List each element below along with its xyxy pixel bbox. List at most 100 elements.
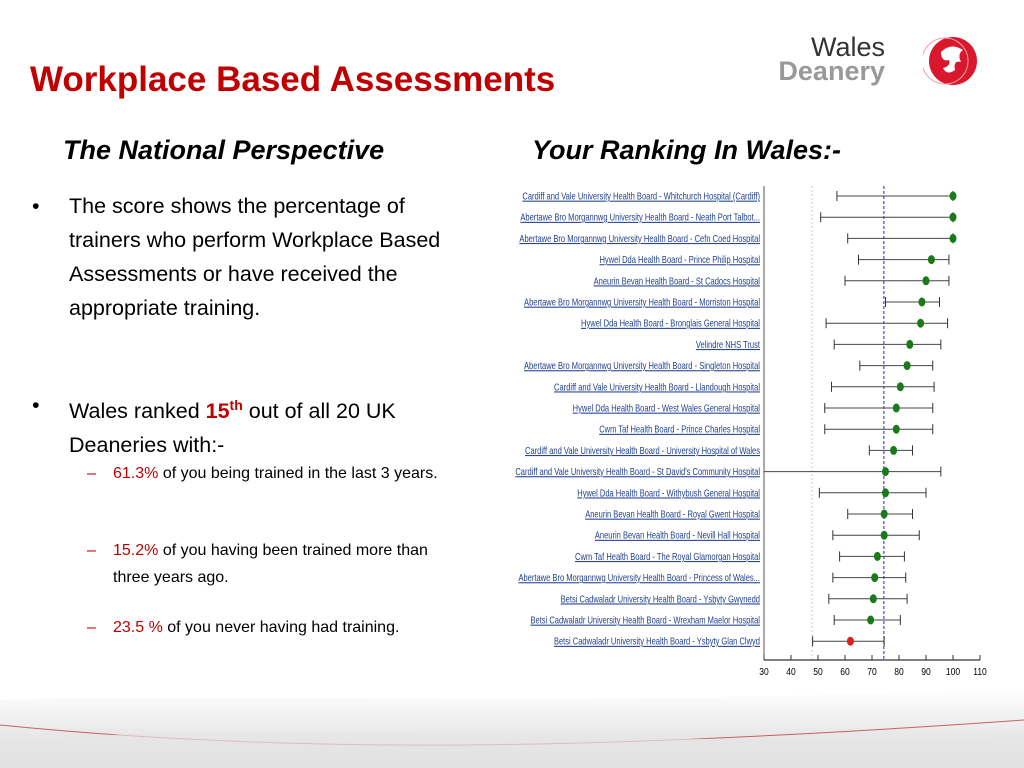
logo-text-wales: Wales	[810, 32, 885, 62]
chart-row: Velindre NHS Trust	[696, 339, 942, 350]
data-point	[892, 424, 900, 434]
hospital-link[interactable]: Betsi Cadwaladr University Health Board …	[554, 636, 760, 647]
bullet-score-description: • The score shows the percentage of trai…	[32, 189, 472, 325]
dash-icon: –	[87, 619, 96, 636]
chart-row: Cardiff and Vale University Health Board…	[554, 381, 935, 393]
hospital-link[interactable]: Cwm Taf Health Board - The Royal Glamorg…	[575, 551, 760, 562]
chart-row: Cwm Taf Health Board - Prince Charles Ho…	[599, 424, 934, 435]
hospital-link[interactable]: Hywel Dda Health Board - Prince Philip H…	[599, 254, 760, 265]
hospital-link[interactable]: Aneurin Bevan Health Board - Royal Gwent…	[585, 508, 760, 519]
sub-bullet-trained-recent: – 61.3% of you being trained in the last…	[87, 460, 467, 487]
stat-value: 23.5 %	[113, 619, 163, 636]
chart-row: Abertawe Bro Morgannwg University Health…	[524, 360, 934, 371]
ranking-heading: Your Ranking In Wales:-	[532, 135, 842, 165]
data-point	[880, 509, 888, 519]
stat-value: 61.3%	[113, 465, 159, 482]
dragon-emblem-icon	[923, 37, 977, 85]
hospital-link[interactable]: Velindre NHS Trust	[696, 339, 761, 350]
data-point	[869, 594, 877, 604]
data-point	[882, 467, 889, 477]
chart-row: Abertawe Bro Morgannwg University Health…	[520, 212, 957, 223]
chart-row: Betsi Cadwaladr University Health Board …	[554, 636, 885, 647]
data-point	[903, 361, 911, 371]
chart-row: Cardiff and Vale University Health Board…	[515, 466, 942, 477]
chart-row: Aneurin Bevan Health Board - Nevill Hall…	[595, 530, 920, 541]
hospital-link[interactable]: Cwm Taf Health Board - Prince Charles Ho…	[599, 424, 760, 435]
data-point	[892, 403, 900, 413]
chart-row: Aneurin Bevan Health Board - Royal Gwent…	[585, 508, 913, 520]
hospital-link[interactable]: Cardiff and Vale University Health Board…	[554, 381, 760, 392]
dash-icon: –	[87, 465, 96, 482]
bullet-icon: •	[32, 194, 40, 218]
hospital-link[interactable]: Abertawe Bro Morgannwg University Health…	[524, 296, 760, 307]
chart-row: Abertawe Bro Morgannwg University Health…	[518, 572, 907, 583]
x-tick-label: 100	[946, 666, 960, 677]
bullet-text: The score shows the percentage of traine…	[69, 194, 441, 320]
data-point	[871, 573, 879, 583]
data-point	[918, 297, 926, 307]
chart-row: Betsi Cadwaladr University Health Board …	[530, 614, 901, 626]
data-point	[880, 530, 888, 540]
data-point	[922, 276, 930, 286]
chart-row: Hywel Dda Health Board - West Wales Gene…	[573, 402, 934, 414]
hospital-link[interactable]: Abertawe Bro Morgannwg University Health…	[518, 572, 760, 583]
chart-row: Abertawe Bro Morgannwg University Health…	[519, 233, 957, 244]
chart-row: Hywel Dda Health Board - Withybush Gener…	[577, 487, 927, 499]
wales-deanery-logo: Wales Deanery	[778, 32, 995, 92]
chart-row: Betsi Cadwaladr University Health Board …	[561, 593, 908, 605]
data-point	[896, 382, 904, 392]
footer-wave-decoration	[0, 688, 1024, 768]
data-point	[882, 488, 889, 498]
sub-bullet-trained-older: – 15.2% of you having been trained more …	[87, 537, 467, 591]
hospital-link[interactable]: Abertawe Bro Morgannwg University Health…	[524, 360, 760, 371]
national-perspective-heading: The National Perspective	[63, 135, 385, 165]
data-point	[867, 615, 875, 625]
sub-bullet-never-trained: – 23.5 % of you never having had trainin…	[87, 614, 467, 641]
chart-row: Hywel Dda Health Board - Bronglais Gener…	[581, 318, 949, 329]
hospital-link[interactable]: Cardiff and Vale University Health Board…	[515, 466, 760, 477]
chart-row: Aneurin Bevan Health Board - St Cadocs H…	[594, 275, 950, 287]
hospital-link[interactable]: Hywel Dda Health Board - West Wales Gene…	[573, 402, 760, 413]
hospital-link[interactable]: Cardiff and Vale University Health Board…	[525, 445, 760, 456]
data-point	[846, 636, 854, 646]
chart-row: Cardiff and Vale University Health Board…	[525, 445, 913, 456]
hospital-link[interactable]: Hywel Dda Health Board - Bronglais Gener…	[581, 318, 760, 329]
stat-value: 15.2%	[113, 542, 159, 559]
x-tick-label: 90	[921, 666, 930, 677]
chart-row: Hywel Dda Health Board - Prince Philip H…	[599, 254, 950, 265]
x-tick-label: 80	[894, 666, 903, 677]
data-point	[949, 233, 957, 243]
dash-icon: –	[87, 542, 96, 559]
data-point	[873, 551, 881, 561]
stat-text: of you never having had training.	[162, 619, 400, 636]
hospital-link[interactable]: Betsi Cadwaladr University Health Board …	[530, 614, 760, 625]
x-tick-label: 40	[786, 666, 795, 677]
bullet-icon: •	[32, 393, 40, 417]
stat-text: of you being trained in the last 3 years…	[158, 465, 438, 482]
x-tick-label: 70	[867, 666, 876, 677]
x-tick-label: 60	[840, 666, 849, 677]
data-point	[927, 255, 935, 265]
hospital-link[interactable]: Abertawe Bro Morgannwg University Health…	[519, 233, 760, 244]
x-tick-label: 50	[813, 666, 822, 677]
data-point	[949, 191, 957, 201]
x-tick-label: 110	[973, 666, 987, 677]
hospital-link[interactable]: Aneurin Bevan Health Board - St Cadocs H…	[594, 275, 760, 286]
x-tick-label: 30	[759, 666, 768, 677]
data-point	[917, 318, 925, 328]
hospital-link[interactable]: Hywel Dda Health Board - Withybush Gener…	[577, 487, 760, 498]
hospital-link[interactable]: Abertawe Bro Morgannwg University Health…	[520, 212, 760, 223]
chart-row: Cardiff and Vale University Health Board…	[522, 190, 957, 202]
ranking-pre: Wales ranked	[69, 399, 206, 424]
logo-text-deanery: Deanery	[778, 56, 885, 86]
stat-text: of you having been trained more than thr…	[113, 542, 428, 586]
hospital-link[interactable]: Cardiff and Vale University Health Board…	[522, 190, 760, 201]
data-point	[890, 445, 898, 455]
data-point	[906, 339, 914, 349]
hospital-link[interactable]: Betsi Cadwaladr University Health Board …	[561, 593, 760, 604]
ranking-post: out of all 20 UK Deaneries with:-	[69, 399, 396, 458]
hospital-link[interactable]: Aneurin Bevan Health Board - Nevill Hall…	[595, 530, 760, 541]
slide-title: Workplace Based Assessments	[30, 60, 556, 99]
chart-row: Cwm Taf Health Board - The Royal Glamorg…	[575, 551, 905, 562]
